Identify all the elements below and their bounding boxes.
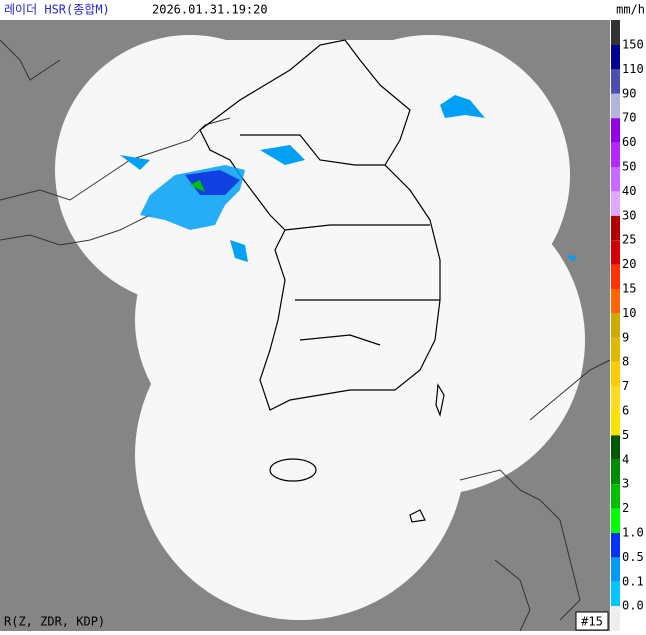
legend-label: 90 <box>622 86 636 100</box>
legend-swatch <box>611 191 620 216</box>
legend-label: 6 <box>622 404 629 418</box>
legend-swatch <box>611 411 620 436</box>
legend-label: 15 <box>622 282 636 296</box>
legend-label: 9 <box>622 330 629 344</box>
legend-label: 0.1 <box>622 574 644 588</box>
legend-label: 70 <box>622 111 636 125</box>
legend-swatch <box>611 459 620 485</box>
legend-label: 1.0 <box>622 526 644 540</box>
legend-label: 3 <box>622 477 629 491</box>
method: R(Z, ZDR, KDP) <box>4 615 105 629</box>
legend-label: 150 <box>622 38 644 52</box>
legend-label: 0.0 <box>622 599 644 613</box>
korea-coast <box>199 39 445 523</box>
legend-label: 0.5 <box>622 550 644 564</box>
legend: 150 110 90 70 60 50 40 30 25 20 15 10 9 8 7 6 5 4 3 2 1.0 0.5… <box>611 20 644 631</box>
precipitation <box>120 95 576 262</box>
legend-bottom <box>611 606 620 631</box>
legend-swatch <box>611 93 620 119</box>
title: 레이더 HSR(종합M) <box>4 3 110 17</box>
legend-swatch <box>611 118 620 143</box>
legend-swatch <box>611 581 620 607</box>
legend-swatch <box>611 142 620 167</box>
legend-label: 10 <box>622 306 636 320</box>
legend-label: 40 <box>622 184 636 198</box>
legend-label: 50 <box>622 160 636 174</box>
unit: mm/h <box>616 3 645 17</box>
legend-label: 8 <box>622 355 629 369</box>
legend-swatch <box>611 45 620 70</box>
legend-swatch <box>611 313 620 338</box>
radar-coverage <box>55 35 585 620</box>
legend-label: 20 <box>622 257 636 271</box>
legend-swatch <box>611 508 620 533</box>
legend-label: 7 <box>622 379 629 393</box>
legend-swatch <box>611 362 620 387</box>
legend-swatch <box>611 484 620 509</box>
timestamp: 2026.01.31.19:20 <box>152 3 268 17</box>
legend-swatch <box>611 557 620 582</box>
legend-label: 110 <box>622 62 644 76</box>
legend-label: 5 <box>622 428 629 442</box>
legend-swatch <box>611 215 620 241</box>
legend-swatch <box>611 337 620 363</box>
legend-swatch <box>611 289 620 314</box>
legend-swatch <box>611 167 620 192</box>
legend-label: 30 <box>622 208 636 222</box>
legend-label: 4 <box>622 452 629 466</box>
legend-top <box>611 20 620 45</box>
legend-swatch <box>611 264 620 289</box>
frame-box <box>575 611 609 631</box>
legend-swatch <box>611 435 620 460</box>
legend-swatch <box>611 386 620 411</box>
legend-swatch <box>611 240 620 265</box>
legend-label: 2 <box>622 501 629 515</box>
legend-swatch <box>611 69 620 94</box>
frame-number: #15 <box>581 615 603 629</box>
legend-swatch <box>611 533 620 558</box>
legend-label: 60 <box>622 135 636 149</box>
legend-label: 25 <box>622 233 636 247</box>
